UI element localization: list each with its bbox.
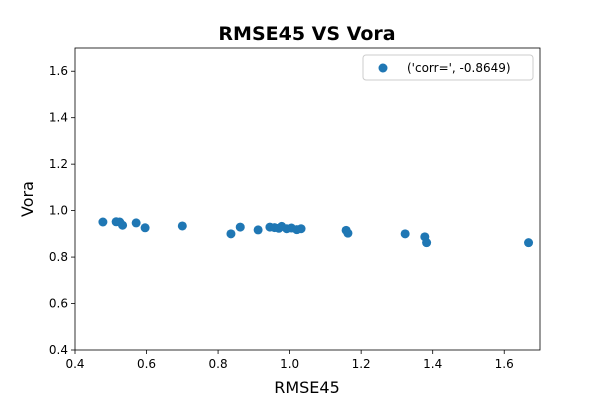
y-tick-label: 0.4: [49, 343, 68, 357]
data-point: [131, 218, 141, 228]
y-tick-label: 1.4: [49, 111, 68, 125]
x-axis: 0.4 0.6 0.8 1.0 1.2 1.4 1.6: [65, 350, 514, 371]
x-tick-label: 1.0: [280, 357, 299, 371]
data-point: [118, 220, 128, 230]
legend: ('corr=', -0.8649): [362, 54, 534, 81]
legend-marker: [378, 63, 388, 73]
y-tick-label: 0.6: [49, 297, 68, 311]
x-axis-label: RMSE45: [274, 378, 340, 397]
data-point: [253, 225, 263, 235]
y-tick-label: 1.2: [49, 157, 68, 171]
data-point: [343, 228, 353, 238]
data-point: [226, 229, 236, 239]
y-tick-label: 1.6: [49, 64, 68, 78]
plot-area: [74, 47, 541, 351]
data-point: [524, 238, 534, 248]
legend-label: ('corr=', -0.8649): [407, 61, 511, 75]
x-tick-label: 1.2: [352, 357, 371, 371]
chart-title: RMSE45 VS Vora: [218, 23, 395, 45]
data-point: [422, 238, 432, 248]
y-axis: 0.4 0.6 0.8 1.0 1.2 1.4 1.6: [49, 64, 75, 357]
data-point: [296, 224, 306, 234]
x-tick-label: 0.8: [209, 357, 228, 371]
x-tick-label: 1.6: [495, 357, 514, 371]
data-point: [98, 217, 108, 227]
x-tick-label: 0.4: [65, 357, 84, 371]
data-point: [400, 229, 410, 239]
scatter-points: [98, 217, 534, 248]
data-point: [235, 222, 245, 232]
x-tick-label: 0.6: [137, 357, 156, 371]
data-point: [177, 221, 187, 231]
legend-box: [362, 54, 534, 81]
y-axis-label: Vora: [18, 181, 37, 217]
y-tick-label: 1.0: [49, 204, 68, 218]
data-point: [140, 223, 150, 233]
x-tick-label: 1.4: [423, 357, 442, 371]
y-tick-label: 0.8: [49, 250, 68, 264]
